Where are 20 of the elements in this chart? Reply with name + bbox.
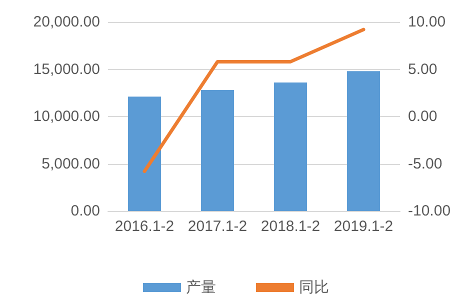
x-tick-label: 2016.1-2 (114, 218, 174, 235)
y-tick-label: 10,000.00 (33, 108, 100, 125)
bar (201, 90, 234, 211)
bar (347, 71, 380, 211)
y-tick-label: 0.00 (70, 202, 100, 220)
bar (128, 96, 161, 211)
y2-tick-label: 10.00 (408, 14, 446, 30)
y2-tick-label: -10.00 (408, 202, 451, 220)
x-tick-label: 2018.1-2 (260, 218, 320, 235)
y2-tick-label: 0.00 (408, 108, 438, 125)
y2-tick-label: 5.00 (408, 60, 438, 78)
y-tick-label: 15,000.00 (33, 60, 100, 78)
legend-label: 同比 (299, 279, 329, 296)
y-tick-label: 5,000.00 (42, 155, 100, 172)
bar (274, 82, 307, 211)
x-tick-label: 2019.1-2 (334, 218, 394, 235)
y-tick-label: 20,000.00 (33, 14, 100, 30)
x-tick-label: 2017.1-2 (188, 218, 248, 235)
legend-label: 产量 (186, 279, 216, 296)
y2-tick-label: -5.00 (408, 155, 442, 172)
